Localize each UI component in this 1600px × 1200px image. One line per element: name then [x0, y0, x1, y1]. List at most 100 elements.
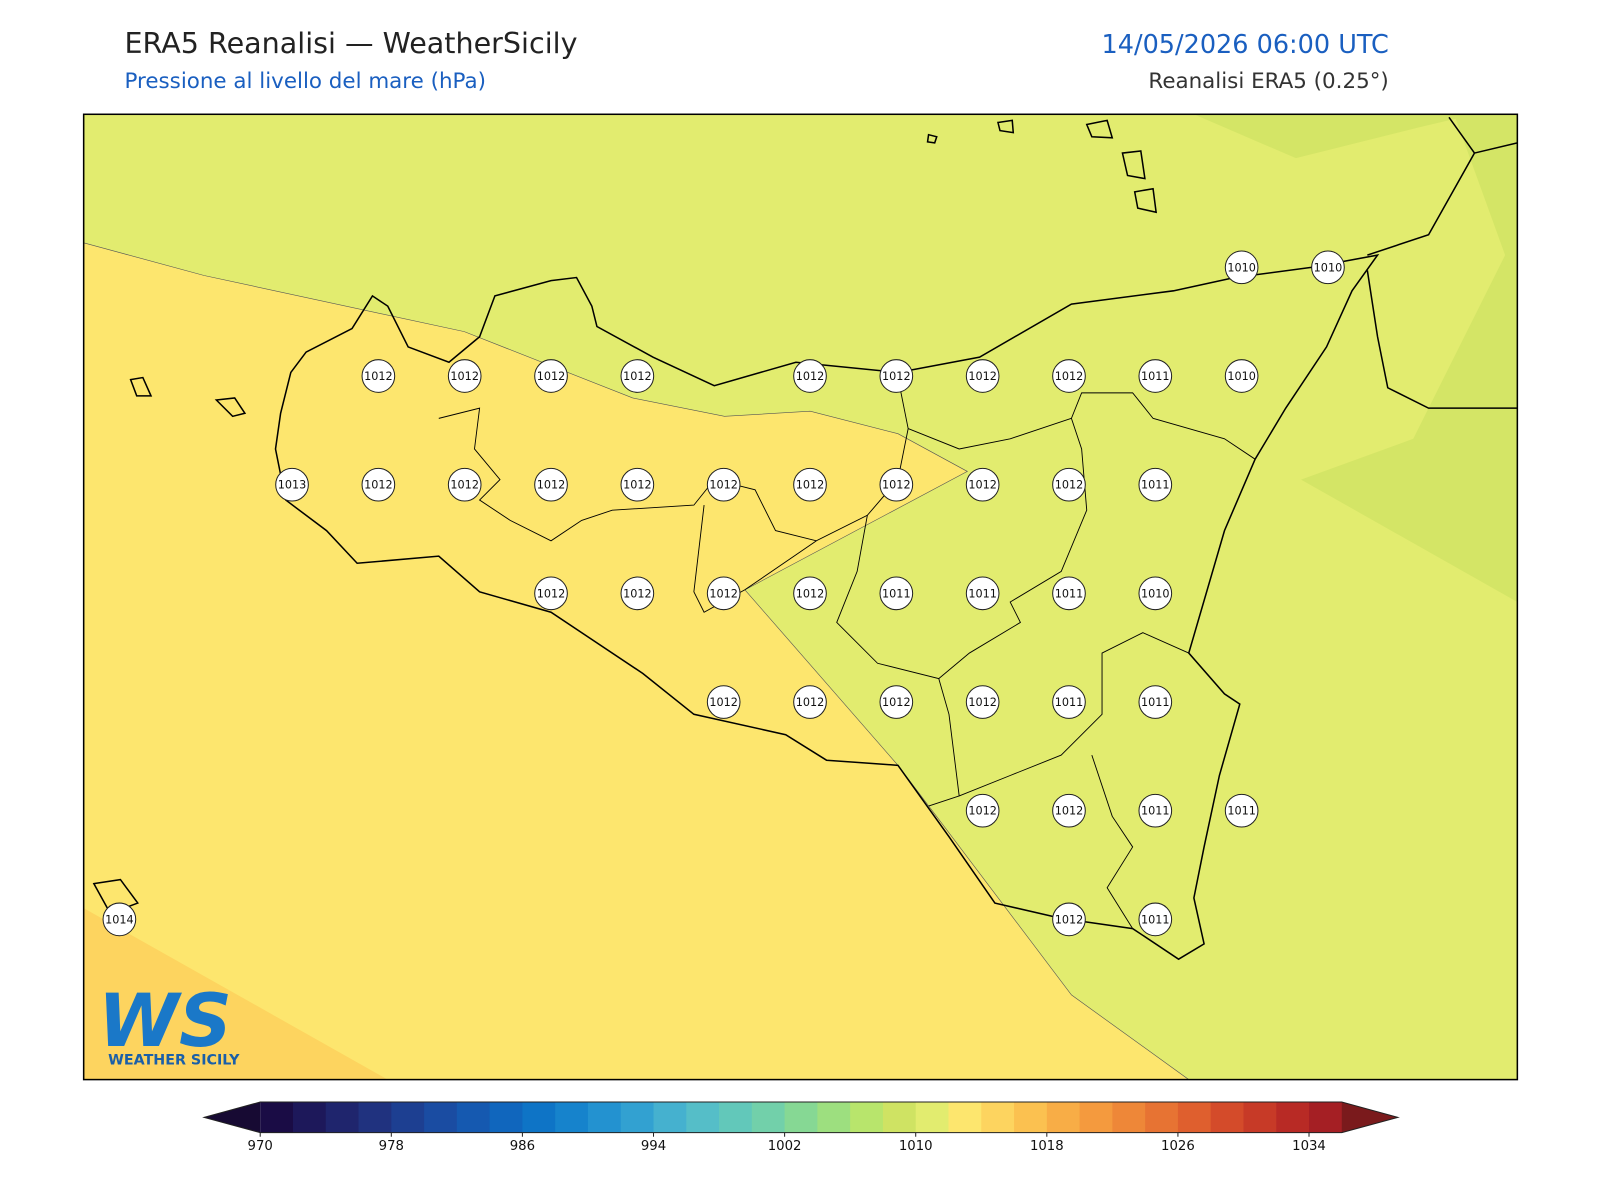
station-label: 1012	[968, 370, 997, 383]
station-label: 1012	[450, 479, 479, 492]
station-marker	[706, 467, 741, 502]
station: 1010	[1224, 250, 1259, 285]
station: 1012	[1052, 793, 1086, 828]
station: 1012	[534, 576, 568, 611]
colorbar-segment	[391, 1102, 425, 1133]
station-label: 1011	[968, 587, 997, 600]
colorbar-tick-label: 994	[641, 1139, 666, 1154]
field-1012	[83, 242, 1190, 1080]
colorbar-tick-label: 1018	[1030, 1139, 1064, 1154]
station-label: 1011	[1227, 805, 1256, 818]
station-label: 1014	[105, 913, 134, 926]
colorbar-segment	[719, 1102, 753, 1133]
station-marker	[1138, 902, 1173, 937]
colorbar-segment	[1046, 1102, 1081, 1133]
colorbar-tick-label: 1026	[1161, 1139, 1195, 1154]
colorbar-segment	[620, 1102, 655, 1133]
station: 1011	[1138, 467, 1173, 502]
station: 1012	[793, 685, 827, 719]
colorbar-segment	[817, 1102, 851, 1133]
colorbar-segment	[358, 1102, 392, 1133]
station: 1013	[275, 467, 309, 502]
colorbar-segment	[424, 1102, 458, 1133]
station-marker	[793, 359, 827, 393]
station-label: 1012	[537, 587, 566, 600]
station: 1012	[965, 685, 1000, 719]
colorbar-segment	[948, 1102, 982, 1133]
station: 1012	[793, 467, 827, 502]
station: 1012	[965, 793, 1000, 828]
station: 1012	[620, 467, 655, 502]
station-label: 1011	[882, 587, 911, 600]
colorbar-segment	[784, 1102, 818, 1133]
station-marker	[620, 467, 655, 502]
station-label: 1012	[882, 696, 911, 709]
colorbar-segment	[555, 1102, 589, 1133]
station-label: 1012	[709, 696, 738, 709]
station-marker	[879, 359, 914, 393]
colorbar-segment	[1112, 1102, 1146, 1133]
colorbar-segment	[1210, 1102, 1244, 1133]
station: 1012	[706, 467, 741, 502]
station-marker	[1052, 685, 1086, 719]
station-marker	[793, 685, 827, 719]
station-marker	[793, 467, 827, 502]
station-marker	[879, 685, 914, 719]
colorbar-segment	[1309, 1102, 1343, 1133]
station-marker	[1224, 793, 1259, 828]
station-marker	[1138, 576, 1173, 611]
station-label: 1012	[968, 805, 997, 818]
station: 1012	[534, 359, 568, 393]
station: 1012	[620, 576, 655, 611]
station-marker	[447, 359, 482, 393]
station-marker	[620, 576, 655, 611]
station-label: 1012	[1055, 370, 1084, 383]
station-label: 1012	[709, 479, 738, 492]
station-marker	[534, 359, 568, 393]
colorbar-tick-label: 1010	[899, 1139, 933, 1154]
station: 1011	[1224, 793, 1259, 828]
station: 1012	[706, 685, 741, 719]
station-marker	[1138, 793, 1173, 828]
station-marker	[534, 467, 568, 502]
station-label: 1012	[796, 370, 825, 383]
station: 1012	[879, 467, 914, 502]
station-label: 1012	[968, 696, 997, 709]
colorbar-segment	[981, 1102, 1015, 1133]
map: 1010 1010 1012 1012 1012 1012 1012 1012 1012 1012…	[83, 114, 1518, 1080]
station-marker	[361, 467, 396, 502]
station-marker	[793, 576, 827, 611]
station-marker	[706, 685, 741, 719]
station: 1012	[879, 685, 914, 719]
station: 1010	[1224, 359, 1259, 393]
station-label: 1012	[1055, 479, 1084, 492]
station-marker	[706, 576, 741, 611]
colorbar-segment	[292, 1102, 327, 1133]
station-label: 1011	[1141, 913, 1170, 926]
colorbar-over	[1341, 1102, 1398, 1133]
colorbar: 970 978 986 994 1002 1010 1018 1026 1034	[202, 1101, 1400, 1154]
station: 1011	[1052, 576, 1086, 611]
station: 1011	[1138, 359, 1173, 393]
station-marker	[275, 467, 309, 502]
station-marker	[965, 576, 1000, 611]
station-label: 1012	[364, 479, 393, 492]
colorbar-tick-label: 1034	[1292, 1139, 1326, 1154]
station-marker	[1138, 685, 1173, 719]
colorbar-tick-label: 986	[510, 1139, 535, 1154]
station-label: 1012	[796, 479, 825, 492]
station: 1011	[879, 576, 914, 611]
station-label: 1012	[623, 479, 652, 492]
station-label: 1012	[796, 696, 825, 709]
station-label: 1011	[1055, 696, 1084, 709]
station: 1012	[965, 359, 1000, 393]
station-marker	[1052, 467, 1086, 502]
map-frame	[82, 113, 1519, 1081]
logo-mark: WS	[98, 979, 232, 1064]
station-marker	[102, 902, 137, 937]
station-label: 1012	[709, 587, 738, 600]
station: 1012	[447, 359, 482, 393]
station: 1012	[534, 467, 568, 502]
station-marker	[965, 359, 1000, 393]
station-label: 1012	[364, 370, 393, 383]
